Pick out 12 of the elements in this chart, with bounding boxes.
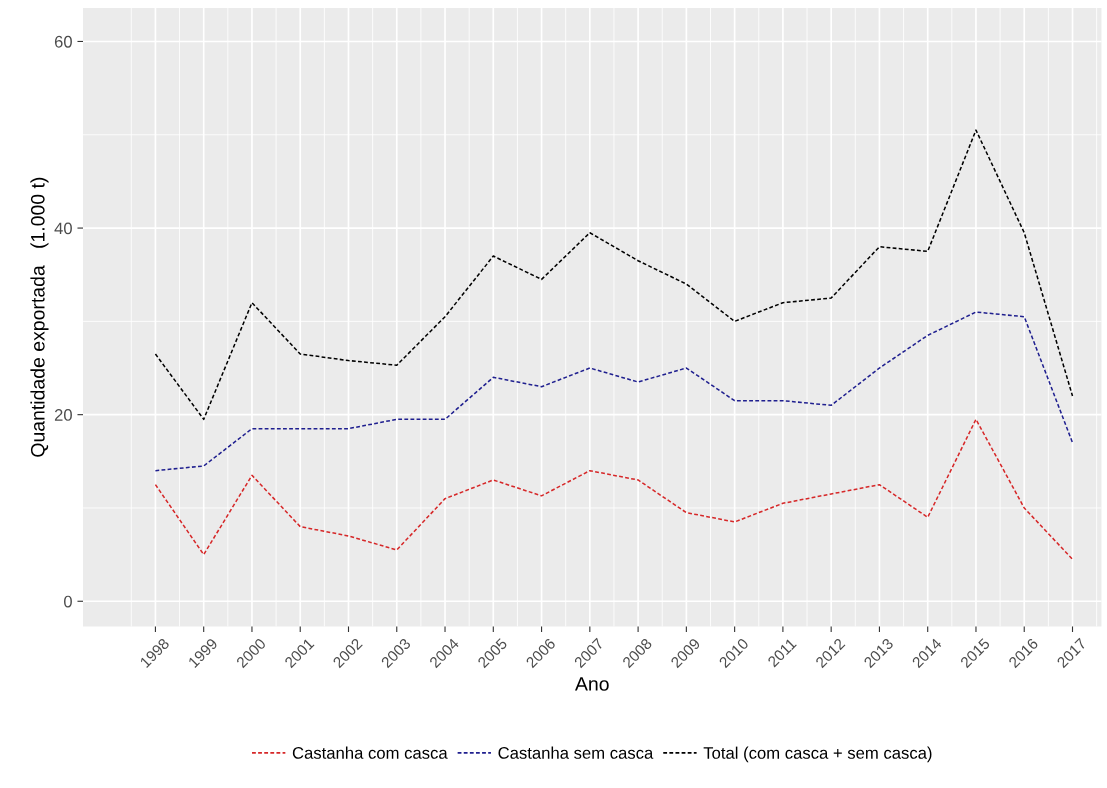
y-tick-label: 0 [63,595,72,608]
y-tick-label: 60 [54,35,72,48]
y-tick-label: 20 [54,409,72,421]
legend-label: Castanha sem casca [498,746,654,759]
line-series [154,311,1074,472]
y-tick-label: 40 [54,222,72,235]
legend-label: Castanha com casca [292,746,448,759]
y-axis-title: Quantidade exportada (1.000 t) [30,177,49,457]
line-series [154,418,1074,561]
x-axis-title: Ano [574,677,609,691]
legend-label: Total (com casca + sem casca) [703,746,932,763]
line-series [154,129,1074,421]
